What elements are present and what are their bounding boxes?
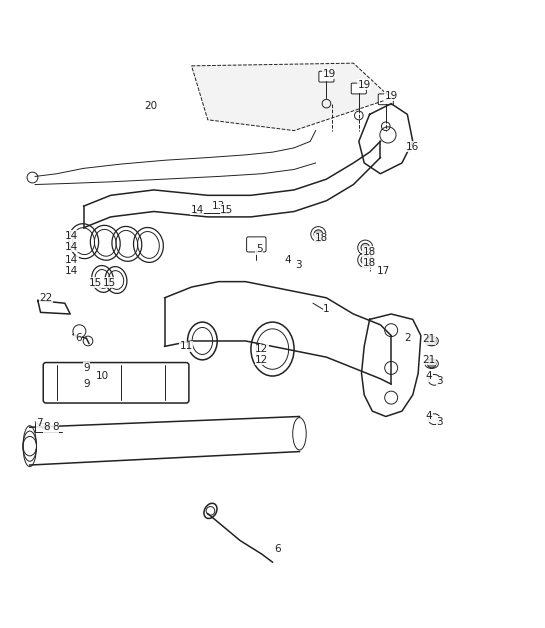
- FancyBboxPatch shape: [352, 83, 366, 94]
- Text: 18: 18: [363, 247, 376, 257]
- FancyBboxPatch shape: [319, 71, 334, 82]
- Text: 12: 12: [255, 344, 268, 354]
- Text: 12: 12: [255, 355, 268, 365]
- FancyBboxPatch shape: [43, 362, 189, 403]
- Text: 5: 5: [256, 244, 262, 254]
- Text: 15: 15: [102, 278, 116, 288]
- FancyBboxPatch shape: [246, 237, 266, 252]
- Text: 14: 14: [65, 255, 78, 265]
- Text: 4: 4: [426, 371, 432, 381]
- Text: 9: 9: [83, 363, 90, 373]
- Text: 4: 4: [426, 411, 432, 421]
- Text: 19: 19: [323, 69, 336, 79]
- Text: 19: 19: [385, 90, 398, 100]
- Text: 14: 14: [190, 205, 204, 215]
- Text: 3: 3: [295, 261, 302, 271]
- Text: 21: 21: [422, 355, 435, 365]
- Text: 15: 15: [89, 278, 102, 288]
- Text: 10: 10: [96, 371, 109, 381]
- Text: 21: 21: [422, 334, 435, 344]
- Text: 14: 14: [65, 230, 78, 241]
- Text: 22: 22: [39, 293, 52, 303]
- Text: 15: 15: [220, 205, 233, 215]
- Polygon shape: [192, 63, 391, 131]
- Text: 4: 4: [284, 255, 291, 265]
- Text: 3: 3: [437, 376, 443, 386]
- Text: 8: 8: [52, 422, 58, 432]
- Text: 1: 1: [323, 303, 330, 313]
- Circle shape: [427, 359, 436, 368]
- Circle shape: [361, 256, 370, 264]
- Text: 8: 8: [44, 422, 50, 432]
- Text: 14: 14: [65, 266, 78, 276]
- Circle shape: [427, 337, 436, 345]
- Text: 18: 18: [363, 257, 376, 268]
- Text: 14: 14: [65, 242, 78, 252]
- Text: 3: 3: [437, 417, 443, 427]
- Text: 13: 13: [212, 201, 225, 211]
- Text: 20: 20: [144, 101, 158, 111]
- Circle shape: [314, 230, 323, 239]
- Circle shape: [361, 243, 370, 252]
- Text: 16: 16: [406, 142, 420, 152]
- Text: 17: 17: [377, 266, 390, 276]
- Text: 11: 11: [179, 342, 193, 352]
- Text: 2: 2: [404, 333, 411, 344]
- Text: 18: 18: [314, 234, 328, 244]
- Text: 19: 19: [358, 80, 371, 90]
- Text: 6: 6: [75, 333, 82, 344]
- Text: 6: 6: [275, 544, 281, 554]
- FancyBboxPatch shape: [378, 94, 393, 105]
- Text: 7: 7: [36, 418, 43, 428]
- Text: 9: 9: [83, 379, 90, 389]
